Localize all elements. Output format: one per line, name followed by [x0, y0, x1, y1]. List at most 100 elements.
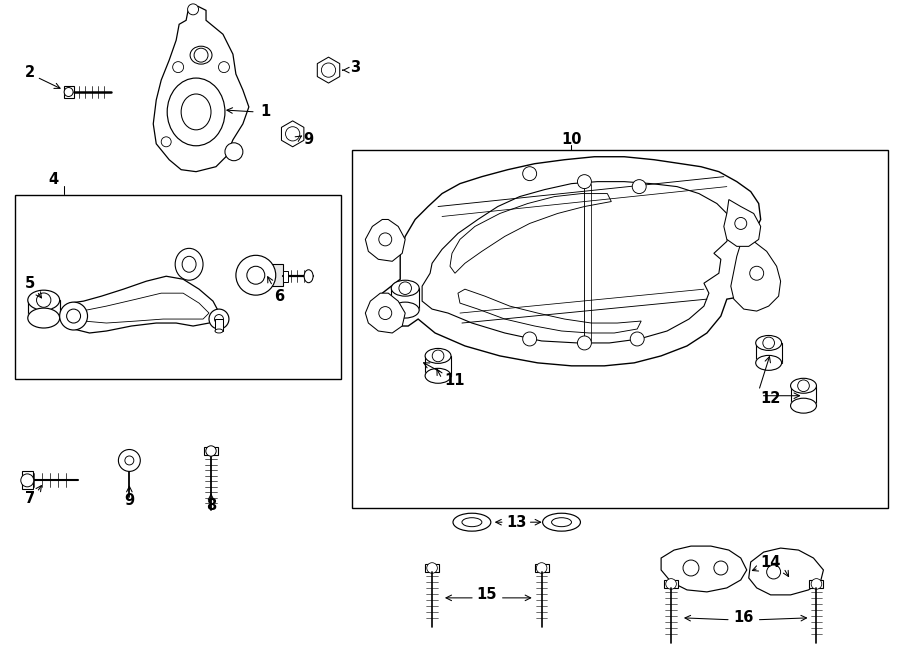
Circle shape	[209, 309, 229, 329]
Ellipse shape	[756, 336, 781, 350]
Text: 9: 9	[124, 493, 134, 508]
Circle shape	[750, 266, 764, 280]
Text: 7: 7	[24, 490, 35, 506]
Ellipse shape	[176, 249, 203, 280]
Text: 2: 2	[24, 65, 35, 79]
Text: 12: 12	[760, 391, 781, 407]
Text: 10: 10	[562, 132, 581, 147]
Text: 16: 16	[734, 610, 754, 625]
Text: 14: 14	[760, 555, 781, 570]
Circle shape	[236, 255, 275, 295]
Text: 11: 11	[445, 373, 465, 388]
Circle shape	[767, 565, 780, 579]
Ellipse shape	[28, 290, 59, 310]
Ellipse shape	[28, 308, 59, 328]
Circle shape	[536, 563, 547, 573]
Bar	[392, 288, 419, 310]
Circle shape	[214, 315, 223, 323]
Bar	[22, 471, 32, 489]
Polygon shape	[458, 289, 641, 333]
Circle shape	[173, 61, 184, 73]
Polygon shape	[450, 194, 611, 273]
Bar	[261, 264, 283, 286]
Circle shape	[161, 137, 171, 147]
Bar	[215, 319, 223, 331]
Circle shape	[119, 449, 140, 471]
Circle shape	[285, 127, 300, 141]
Circle shape	[321, 63, 336, 77]
Circle shape	[225, 143, 243, 161]
Circle shape	[763, 337, 775, 349]
Ellipse shape	[425, 368, 451, 383]
Ellipse shape	[462, 518, 482, 527]
Ellipse shape	[182, 256, 196, 272]
Bar	[756, 343, 781, 363]
Bar	[535, 564, 549, 572]
Ellipse shape	[543, 513, 580, 531]
Ellipse shape	[756, 356, 781, 370]
Bar	[283, 271, 288, 282]
Circle shape	[399, 282, 411, 294]
Ellipse shape	[392, 280, 419, 296]
Ellipse shape	[552, 518, 572, 527]
Bar	[64, 85, 74, 98]
Circle shape	[206, 446, 216, 456]
Circle shape	[578, 175, 591, 188]
Circle shape	[666, 578, 677, 589]
Polygon shape	[153, 7, 248, 172]
Ellipse shape	[453, 513, 490, 531]
Text: 9: 9	[303, 132, 314, 147]
Circle shape	[683, 560, 699, 576]
Bar	[425, 564, 439, 572]
Circle shape	[523, 332, 536, 346]
Circle shape	[630, 332, 644, 346]
Polygon shape	[662, 546, 747, 592]
Polygon shape	[724, 200, 760, 247]
Polygon shape	[79, 293, 209, 323]
Circle shape	[379, 233, 392, 246]
Polygon shape	[318, 57, 339, 83]
Circle shape	[187, 4, 199, 15]
Text: 6: 6	[274, 289, 284, 303]
Circle shape	[797, 380, 809, 391]
Circle shape	[523, 167, 536, 180]
Ellipse shape	[190, 46, 212, 64]
Text: 13: 13	[507, 515, 526, 529]
Circle shape	[59, 302, 87, 330]
Polygon shape	[731, 237, 780, 311]
Ellipse shape	[181, 94, 211, 130]
Bar	[353, 150, 888, 508]
Polygon shape	[282, 121, 304, 147]
Circle shape	[37, 293, 51, 307]
Bar	[790, 386, 816, 406]
Bar	[425, 356, 451, 376]
Circle shape	[64, 87, 73, 97]
Ellipse shape	[392, 302, 419, 318]
Bar	[14, 194, 341, 379]
Circle shape	[811, 578, 822, 589]
Circle shape	[734, 217, 747, 229]
Bar	[664, 580, 678, 588]
Polygon shape	[375, 157, 764, 366]
Ellipse shape	[790, 398, 816, 413]
Circle shape	[21, 474, 34, 487]
Text: 15: 15	[477, 588, 497, 602]
Text: 1: 1	[261, 104, 271, 120]
Circle shape	[578, 336, 591, 350]
Ellipse shape	[790, 378, 816, 393]
Bar	[28, 300, 59, 318]
Circle shape	[714, 561, 728, 575]
Circle shape	[67, 309, 81, 323]
Ellipse shape	[215, 329, 223, 333]
Circle shape	[247, 266, 265, 284]
Text: 3: 3	[350, 59, 361, 75]
Circle shape	[219, 61, 230, 73]
Polygon shape	[749, 548, 824, 595]
Text: 8: 8	[206, 498, 216, 513]
Circle shape	[427, 563, 437, 573]
Text: 5: 5	[24, 276, 35, 291]
Circle shape	[632, 180, 646, 194]
Polygon shape	[67, 276, 221, 333]
Bar	[203, 447, 219, 455]
Ellipse shape	[425, 348, 451, 364]
